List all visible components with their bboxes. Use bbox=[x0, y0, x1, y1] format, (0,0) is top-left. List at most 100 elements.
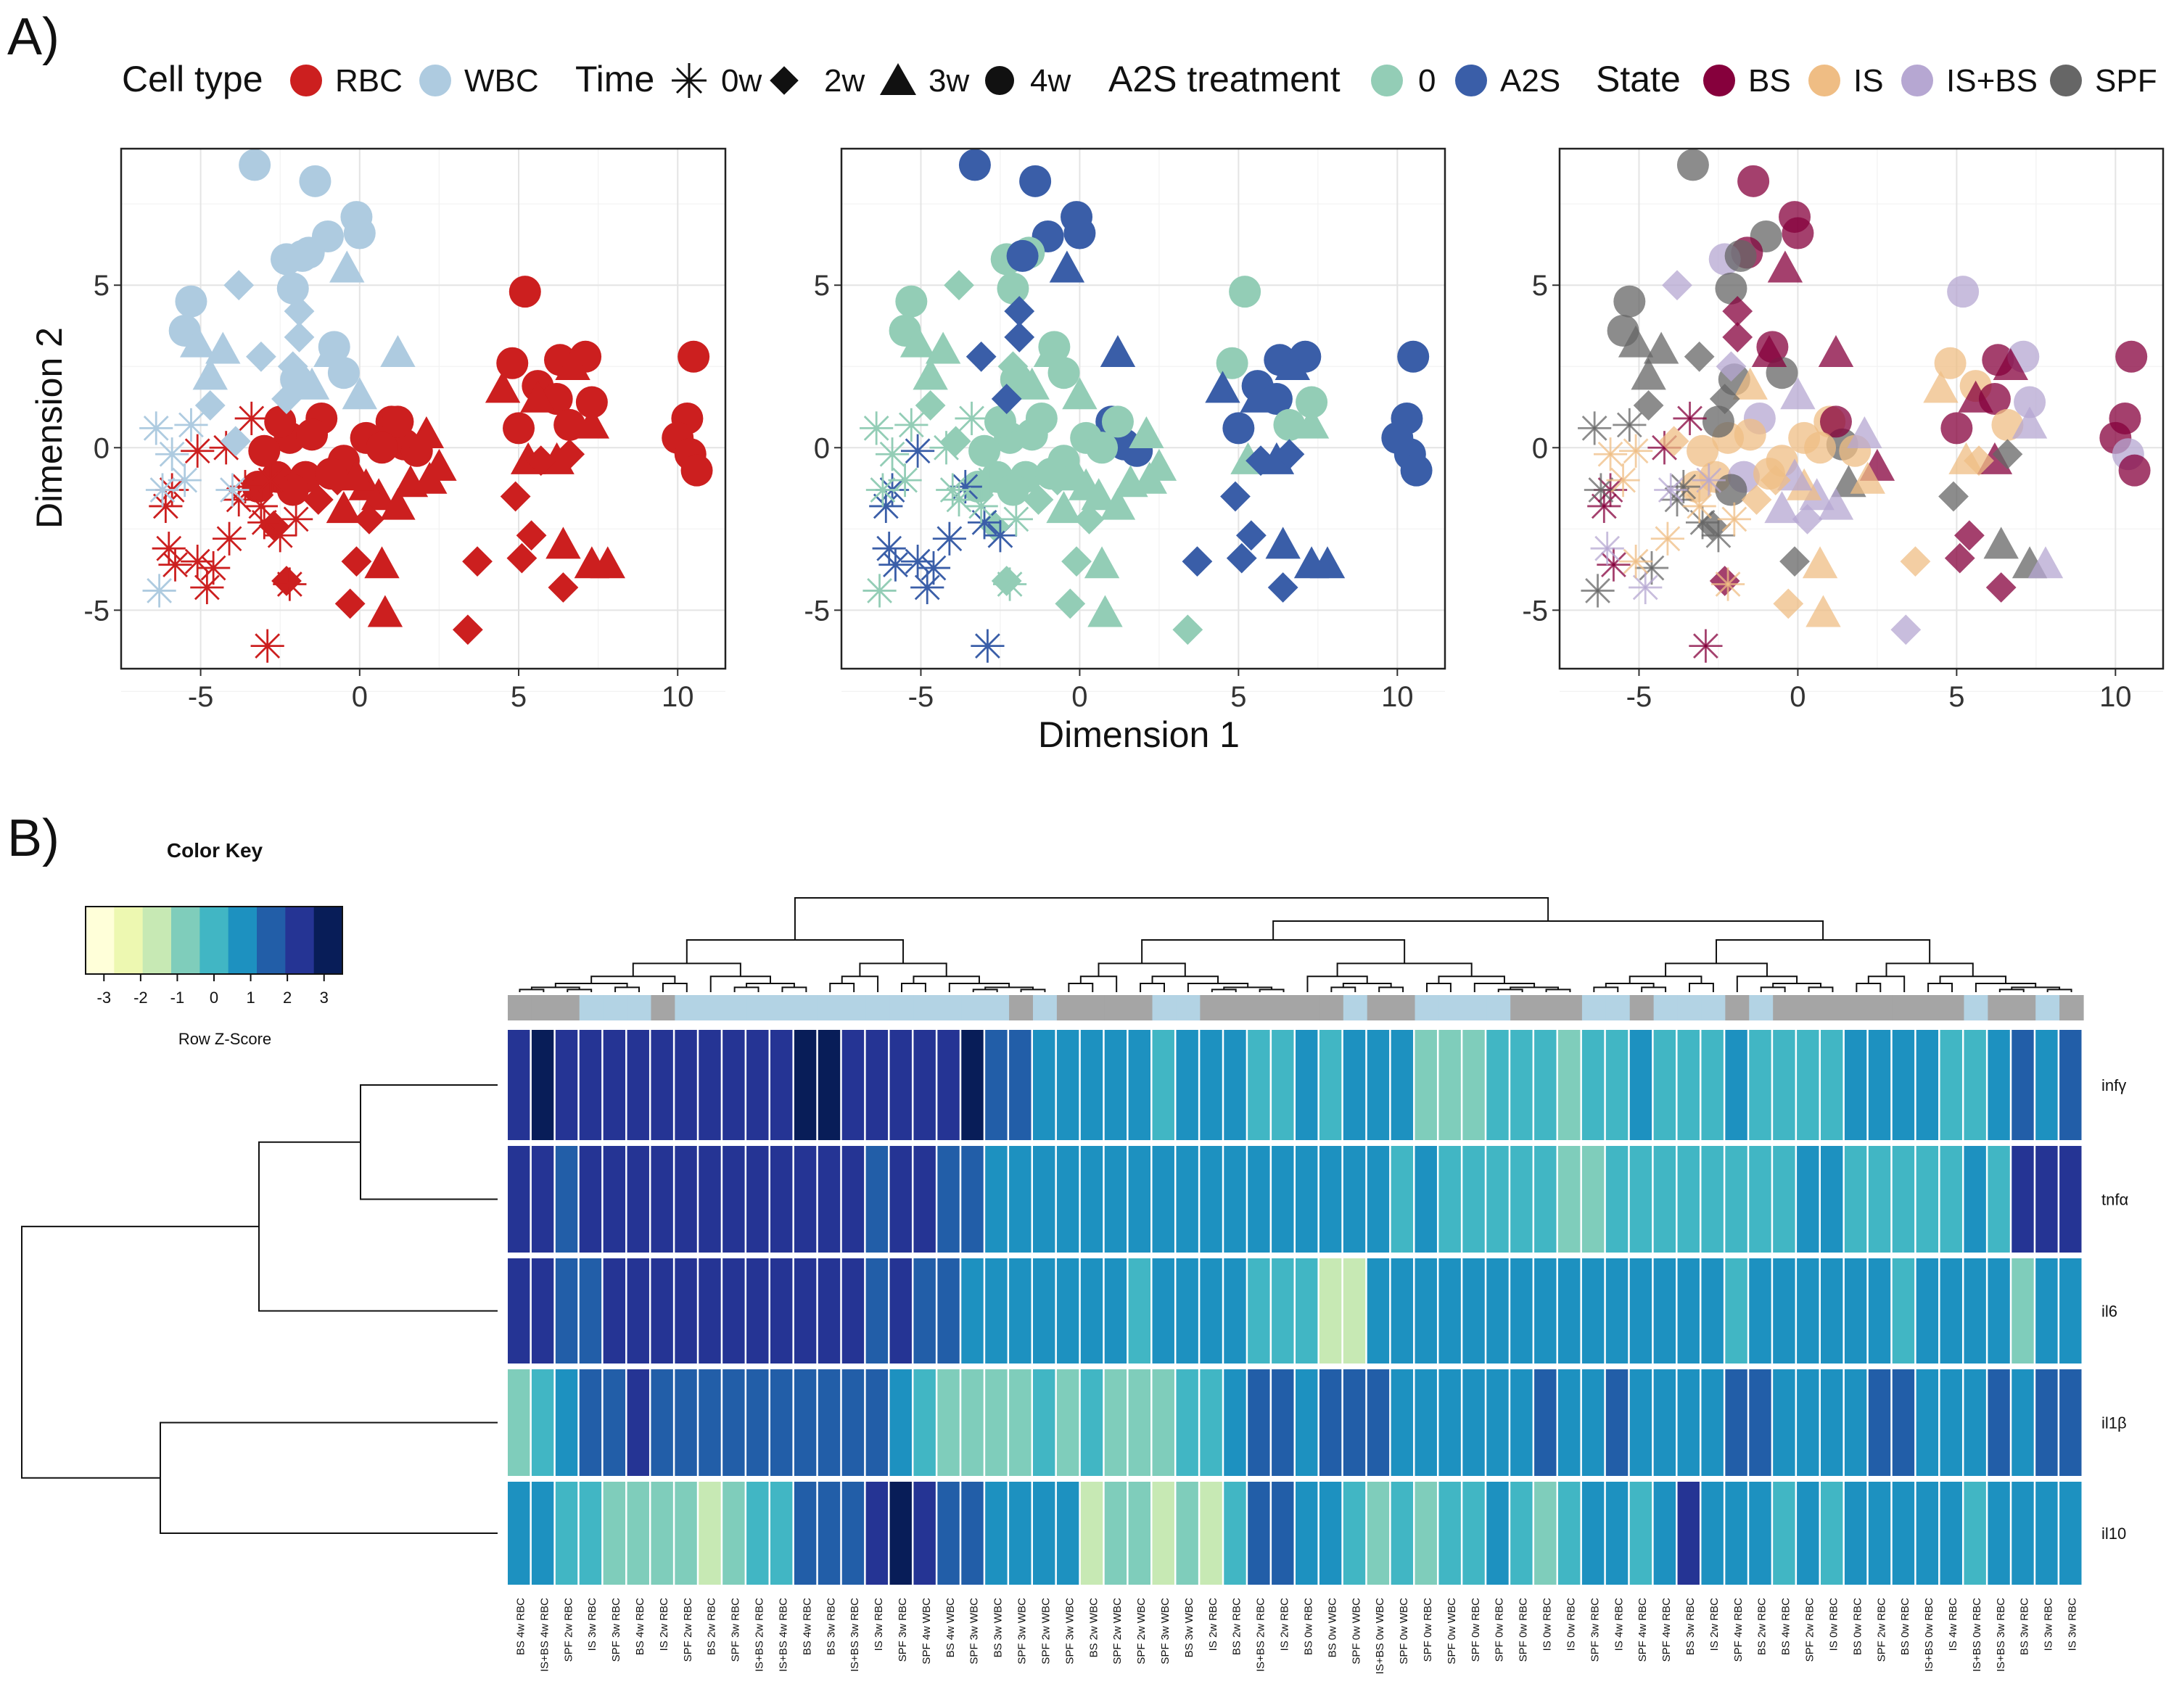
heatmap-cell bbox=[627, 1030, 649, 1140]
heatmap-cell bbox=[1367, 1146, 1390, 1253]
heatmap-column-label: SPF 2w RBC bbox=[562, 1598, 575, 1662]
dendrogram-branch bbox=[1689, 983, 1714, 992]
data-point bbox=[1819, 405, 1852, 438]
heatmap-cell bbox=[1009, 1258, 1032, 1363]
column-celltype-cell bbox=[555, 995, 580, 1020]
heatmap-cell bbox=[2012, 1146, 2034, 1253]
dendrogram-branch bbox=[1545, 989, 1571, 992]
data-point bbox=[1780, 377, 1816, 410]
color-key: Color Key -3 -2 -1 0 1 2 3 Row Z-Score bbox=[85, 839, 343, 1048]
data-point bbox=[1016, 418, 1048, 451]
column-celltype-cell bbox=[531, 995, 556, 1020]
data-point bbox=[1779, 546, 1810, 577]
color-key-tick-label: -1 bbox=[170, 989, 185, 1007]
data-point bbox=[1613, 408, 1647, 442]
heatmap-cell bbox=[1844, 1482, 1867, 1585]
heatmap-cell bbox=[1868, 1369, 1891, 1476]
heatmap-cell bbox=[746, 1146, 769, 1253]
data-point bbox=[944, 270, 974, 301]
heatmap-column-label: SPF 3w RBC bbox=[1589, 1598, 1601, 1662]
data-point bbox=[2012, 406, 2048, 439]
data-point bbox=[680, 454, 713, 487]
heatmap-column-label: IS+BS 4w RBC bbox=[777, 1598, 789, 1672]
dendrogram-branch bbox=[1736, 975, 1798, 992]
data-point bbox=[1923, 371, 1959, 403]
heatmap-cell bbox=[1033, 1030, 1055, 1140]
data-point bbox=[865, 473, 900, 507]
heatmap-column-label: SPF 3w WBC bbox=[1159, 1598, 1172, 1664]
dendrogram-branch bbox=[2046, 989, 2072, 992]
heatmap-cell bbox=[1272, 1482, 1294, 1585]
heatmap-cell bbox=[699, 1369, 721, 1476]
heatmap-cell bbox=[1797, 1482, 1819, 1585]
data-point bbox=[516, 520, 547, 551]
data-point bbox=[1900, 546, 1931, 577]
color-key-swatch bbox=[114, 907, 144, 974]
heatmap-cell bbox=[1797, 1146, 1819, 1253]
column-celltype-cell bbox=[1701, 995, 1726, 1020]
heatmap-cell bbox=[2035, 1146, 2058, 1253]
data-point bbox=[899, 325, 936, 358]
heatmap-cell bbox=[1510, 1030, 1533, 1140]
heatmap-cell bbox=[1940, 1369, 1962, 1476]
heatmap-cell bbox=[1438, 1482, 1461, 1585]
data-point bbox=[932, 521, 966, 556]
column-celltype-cell bbox=[1510, 995, 1535, 1020]
column-celltype-cell bbox=[1916, 995, 1941, 1020]
column-celltype-cell bbox=[1462, 995, 1487, 1020]
legend-bs-swatch bbox=[1703, 65, 1735, 96]
data-point bbox=[916, 550, 951, 585]
heatmap-cell bbox=[1629, 1030, 1652, 1140]
column-celltype-cell bbox=[1152, 995, 1177, 1020]
heatmap-cell bbox=[794, 1030, 817, 1140]
column-celltype-cell bbox=[1272, 995, 1296, 1020]
data-point bbox=[408, 416, 445, 449]
data-point bbox=[1042, 465, 1073, 495]
dendrogram-branch bbox=[1927, 983, 1953, 992]
data-point bbox=[334, 588, 366, 619]
data-point bbox=[965, 341, 997, 372]
heatmap-cell bbox=[1200, 1030, 1222, 1140]
heatmap-cell bbox=[1272, 1258, 1294, 1363]
heatmap-cell bbox=[937, 1482, 960, 1585]
data-point bbox=[971, 629, 1005, 663]
legend: Cell type RBC WBC Time 0w 2w 3w 4w A2S t… bbox=[122, 59, 2157, 99]
heatmap-cell bbox=[746, 1030, 769, 1140]
heatmap-cell bbox=[2035, 1030, 2058, 1140]
data-point bbox=[872, 532, 906, 566]
heatmap-cell bbox=[1462, 1146, 1485, 1253]
heatmap-cell bbox=[1438, 1030, 1461, 1140]
column-celltype-cell bbox=[1629, 995, 1655, 1020]
data-point bbox=[1019, 165, 1052, 197]
data-point bbox=[1890, 614, 1922, 645]
heatmap-cell bbox=[1964, 1030, 1986, 1140]
column-celltype-cell bbox=[1056, 995, 1082, 1020]
heatmap-cell bbox=[1725, 1146, 1747, 1253]
heatmap-cell bbox=[1104, 1146, 1127, 1253]
heatmap-column-label: SPF 0w WBC bbox=[1446, 1598, 1458, 1664]
color-key-swatch bbox=[199, 907, 229, 974]
data-point bbox=[973, 463, 1008, 498]
heatmap-cell bbox=[1056, 1482, 1079, 1585]
heatmap-cell bbox=[531, 1258, 554, 1363]
legend-wbc-swatch bbox=[419, 65, 451, 96]
heatmap-cell bbox=[555, 1258, 578, 1363]
heatmap-cell bbox=[555, 1369, 578, 1476]
heatmap-cell bbox=[531, 1482, 554, 1585]
x-tick-label: -5 bbox=[908, 681, 934, 713]
data-point bbox=[1654, 473, 1688, 507]
data-point bbox=[1296, 386, 1328, 418]
column-celltype-cell bbox=[1367, 995, 1392, 1020]
data-point bbox=[900, 545, 935, 579]
data-point bbox=[1216, 347, 1248, 379]
data-point bbox=[1581, 574, 1615, 608]
data-point bbox=[940, 426, 971, 457]
heatmap-cell bbox=[722, 1146, 745, 1253]
heatmap-cell bbox=[1462, 1482, 1485, 1585]
heatmap-cell bbox=[1605, 1369, 1629, 1476]
column-celltype-cell bbox=[1391, 995, 1416, 1020]
data-point bbox=[984, 405, 1016, 438]
data-point bbox=[155, 437, 189, 471]
heatmap-cell bbox=[1677, 1030, 1700, 1140]
data-point bbox=[246, 341, 276, 372]
